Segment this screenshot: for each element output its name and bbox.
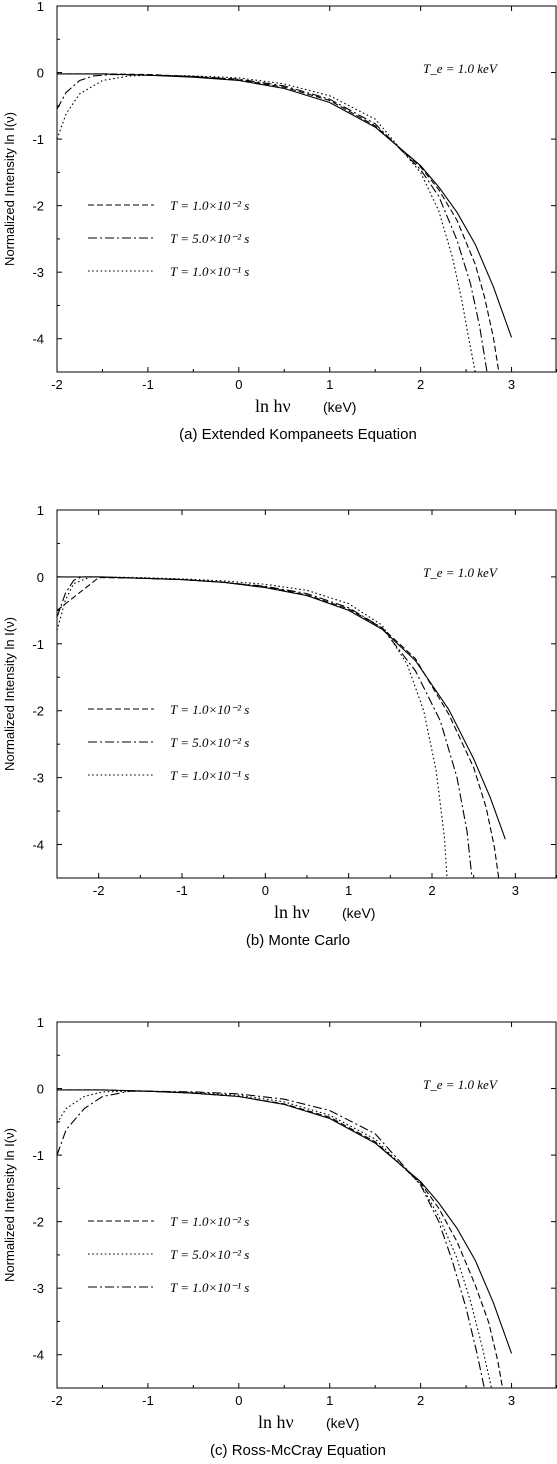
legend-label: T = 5.0×10⁻² s <box>170 1247 249 1262</box>
legend-label: T = 5.0×10⁻² s <box>170 735 249 750</box>
x-tick-label: 0 <box>262 883 269 898</box>
y-tick-label: -2 <box>32 1215 44 1230</box>
x-axis-label-unit: (keV) <box>326 1415 359 1431</box>
x-tick-label: 2 <box>417 1393 424 1408</box>
x-tick-label: 1 <box>326 377 333 392</box>
x-tick-label: 3 <box>512 883 519 898</box>
y-tick-label: -1 <box>32 1148 44 1163</box>
series-line-dot <box>57 74 476 372</box>
x-tick-label: 2 <box>417 377 424 392</box>
y-tick-label: -2 <box>32 704 44 719</box>
temperature-annotation: T_e = 1.0 keV <box>423 61 499 76</box>
y-tick-label: 1 <box>37 0 44 14</box>
x-tick-label: 3 <box>508 1393 515 1408</box>
x-tick-label: 3 <box>508 377 515 392</box>
y-tick-label: 0 <box>37 570 44 585</box>
legend-label: T = 1.0×10⁻¹ s <box>170 1280 249 1295</box>
series-line-dot <box>57 1090 493 1388</box>
y-tick-label: -3 <box>32 771 44 786</box>
y-tick-label: 0 <box>37 66 44 81</box>
series-line-dashdot <box>57 1090 485 1388</box>
x-tick-label: -2 <box>93 883 105 898</box>
y-tick-label: -1 <box>32 132 44 147</box>
x-tick-label: 0 <box>235 1393 242 1408</box>
x-axis-label-unit: (keV) <box>323 399 356 415</box>
y-tick-label: -4 <box>32 838 44 853</box>
y-tick-label: 0 <box>37 1082 44 1097</box>
chart-caption: (a) Extended Kompaneets Equation <box>179 426 417 443</box>
temperature-annotation: T_e = 1.0 keV <box>423 1077 499 1092</box>
legend-label: T = 1.0×10⁻² s <box>170 702 249 717</box>
series-line-dash <box>57 73 500 372</box>
y-tick-label: 1 <box>37 1015 44 1030</box>
y-axis-label: Normalized Intensity ln I(ν) <box>2 112 17 266</box>
y-tick-label: -2 <box>32 199 44 214</box>
y-tick-label: -3 <box>32 1281 44 1296</box>
x-tick-label: 0 <box>235 377 242 392</box>
legend-label: T = 1.0×10⁻¹ s <box>170 264 249 279</box>
chart-caption: (b) Monte Carlo <box>246 932 350 949</box>
x-axis-label-symbol: ln hν <box>274 902 310 922</box>
x-tick-label: -1 <box>142 1393 154 1408</box>
x-tick-label: 1 <box>345 883 352 898</box>
series-line-dash <box>57 1089 504 1388</box>
chart-panel-3: -2 -1 0 1 2 3 1 0 -1 -2 -3 -4 Normalized Intensity l… <box>2 1015 557 1459</box>
x-axis-label-symbol: ln hν <box>255 396 291 416</box>
x-tick-label: -2 <box>51 377 63 392</box>
temperature-annotation: T_e = 1.0 keV <box>423 565 499 580</box>
x-tick-label: 2 <box>428 883 435 898</box>
y-tick-label: -3 <box>32 265 44 280</box>
x-tick-label: -1 <box>176 883 188 898</box>
y-tick-label: 1 <box>37 503 44 518</box>
y-tick-label: -4 <box>32 1348 44 1363</box>
legend-label: T = 1.0×10⁻² s <box>170 1214 249 1229</box>
legend-label: T = 1.0×10⁻² s <box>170 198 249 213</box>
series-line-dashdot <box>57 576 473 878</box>
x-tick-label: 1 <box>326 1393 333 1408</box>
x-axis-label-unit: (keV) <box>342 905 375 921</box>
y-axis-label: Normalized Intensity ln I(ν) <box>2 1128 17 1282</box>
legend-label: T = 1.0×10⁻¹ s <box>170 768 249 783</box>
y-tick-label: -4 <box>32 332 44 347</box>
x-tick-label: -2 <box>51 1393 63 1408</box>
chart-panel-1: -2 -1 0 1 2 3 1 0 -1 -2 -3 -4 Normalized Intensity l… <box>2 0 557 443</box>
y-axis-label: Normalized Intensity ln I(ν) <box>2 617 17 771</box>
y-tick-label: -1 <box>32 637 44 652</box>
chart-panel-2: -2 -1 0 1 2 3 1 0 -1 -2 -3 -4 Normalized Intensity l… <box>2 503 557 949</box>
plot-frame <box>56 1021 557 1389</box>
x-tick-label: -1 <box>142 377 154 392</box>
x-axis-label-symbol: ln hν <box>258 1412 294 1432</box>
chart-caption: (c) Ross-McCray Equation <box>210 1442 386 1459</box>
series-line-dashdot <box>57 73 488 372</box>
plot-frame <box>56 5 557 373</box>
legend-label: T = 5.0×10⁻² s <box>170 231 249 246</box>
